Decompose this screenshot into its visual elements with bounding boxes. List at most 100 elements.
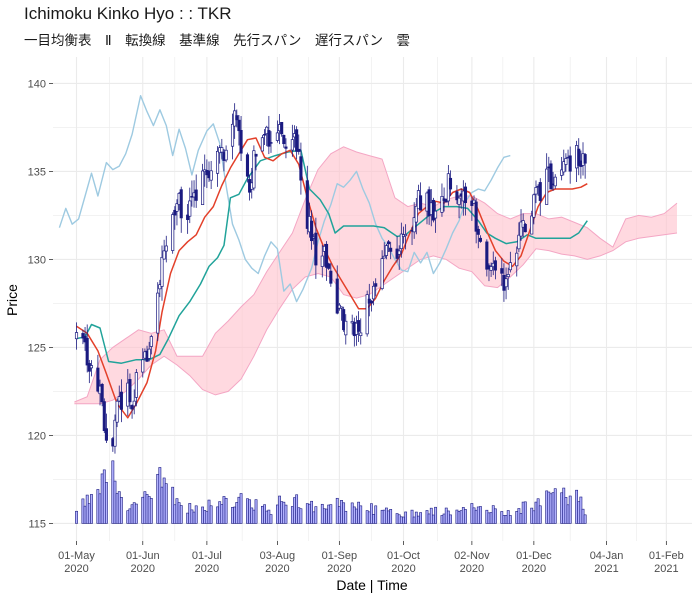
candle-body bbox=[96, 367, 100, 392]
candle-body bbox=[224, 149, 228, 161]
volume-layer bbox=[75, 460, 587, 524]
volume-bar bbox=[538, 505, 542, 524]
candle-body bbox=[374, 283, 378, 287]
candle-body bbox=[359, 332, 363, 336]
volume-bar bbox=[239, 493, 243, 524]
candle-body bbox=[230, 123, 235, 147]
candle-body bbox=[329, 270, 333, 284]
x-tick-year-label: 2020 bbox=[195, 563, 219, 575]
candle-body bbox=[134, 372, 138, 398]
candle-body bbox=[380, 258, 384, 289]
candle-body bbox=[386, 241, 391, 245]
candle-body bbox=[299, 156, 303, 181]
x-tick-label: 01-Jul bbox=[192, 550, 222, 562]
candle-body bbox=[89, 365, 94, 369]
volume-bar bbox=[119, 497, 123, 524]
candle-body bbox=[357, 320, 361, 332]
candle-body bbox=[325, 243, 329, 268]
y-tick-label: 125 bbox=[28, 342, 46, 354]
volume-bar bbox=[464, 509, 467, 524]
candle-body bbox=[538, 182, 542, 201]
x-tick-year-label: 2021 bbox=[594, 563, 618, 575]
candle-body bbox=[504, 278, 508, 288]
candle-body bbox=[132, 400, 136, 407]
volume-bar bbox=[329, 504, 333, 524]
candle-body bbox=[269, 142, 273, 144]
x-tick-year-label: 2020 bbox=[265, 563, 289, 575]
x-tick-label: 04-Jan bbox=[590, 550, 624, 562]
x-tick-label: 01-Dec bbox=[516, 550, 552, 562]
candle-body bbox=[474, 201, 478, 232]
volume-bar bbox=[134, 503, 138, 524]
candle-body bbox=[239, 130, 243, 154]
candle-layer bbox=[74, 103, 587, 454]
volume-bar bbox=[75, 510, 78, 524]
volume-bar bbox=[419, 512, 422, 524]
candle-body bbox=[342, 309, 346, 331]
candle-body bbox=[553, 176, 557, 187]
candle-body bbox=[530, 215, 534, 235]
candle-body bbox=[85, 337, 89, 366]
volume-bar bbox=[479, 506, 482, 524]
candle-body bbox=[237, 119, 241, 132]
x-tick-label: 01-May bbox=[58, 550, 95, 562]
volume-bar bbox=[553, 488, 557, 524]
candle-body bbox=[431, 199, 435, 221]
candle-body bbox=[389, 247, 393, 252]
candle-body bbox=[412, 217, 416, 233]
candle-body bbox=[149, 336, 153, 347]
candle-body bbox=[519, 221, 523, 237]
candle-body bbox=[320, 255, 324, 267]
candle-body bbox=[284, 146, 288, 149]
y-tick-label: 130 bbox=[28, 254, 46, 266]
candle-body bbox=[141, 359, 145, 373]
volume-bar bbox=[523, 501, 527, 524]
candle-body bbox=[399, 233, 403, 249]
candle-body bbox=[404, 234, 408, 237]
candle-body bbox=[500, 268, 504, 274]
axis-layer: 11512012513013514001-May202001-Jun202001… bbox=[28, 78, 684, 575]
candle-body bbox=[419, 195, 423, 211]
candle-body bbox=[235, 115, 239, 121]
volume-bar bbox=[374, 505, 378, 524]
candle-body bbox=[521, 220, 525, 228]
candle-body bbox=[335, 278, 339, 314]
candle-body bbox=[81, 333, 85, 339]
candle-body bbox=[216, 150, 220, 174]
chikou-layer bbox=[58, 95, 511, 303]
volume-bar bbox=[370, 503, 373, 524]
candle-body bbox=[382, 255, 386, 259]
x-tick-year-label: 2020 bbox=[131, 563, 155, 575]
kumo-layer bbox=[74, 146, 678, 405]
volume-bar bbox=[508, 515, 512, 524]
volume-bar bbox=[583, 514, 587, 524]
candle-body bbox=[102, 401, 106, 431]
candle-body bbox=[162, 250, 166, 260]
volume-bar bbox=[449, 514, 452, 524]
candle-body bbox=[365, 294, 369, 335]
senkou-span-a-line bbox=[74, 146, 678, 403]
x-tick-year-label: 2020 bbox=[391, 563, 415, 575]
candle-body bbox=[220, 147, 224, 153]
volume-bar bbox=[105, 482, 108, 524]
volume-bar bbox=[254, 499, 258, 524]
candle-body bbox=[508, 262, 512, 271]
candle-body bbox=[254, 153, 258, 157]
candle-body bbox=[534, 187, 538, 195]
x-tick-year-label: 2020 bbox=[327, 563, 351, 575]
candle-body bbox=[457, 197, 461, 205]
volume-bar bbox=[434, 506, 437, 524]
candle-body bbox=[171, 214, 175, 251]
volume-bar bbox=[179, 505, 183, 524]
candle-body bbox=[282, 134, 286, 145]
kijun-sen-line bbox=[76, 149, 588, 364]
volume-bar bbox=[314, 506, 318, 524]
volume-bar bbox=[344, 510, 348, 524]
candle-body bbox=[440, 196, 444, 213]
candle-body bbox=[128, 379, 132, 403]
volume-bar bbox=[284, 504, 288, 524]
candle-body bbox=[478, 237, 482, 242]
volume-bar bbox=[194, 505, 198, 524]
candle-body bbox=[327, 263, 331, 269]
volume-bar bbox=[493, 508, 497, 524]
